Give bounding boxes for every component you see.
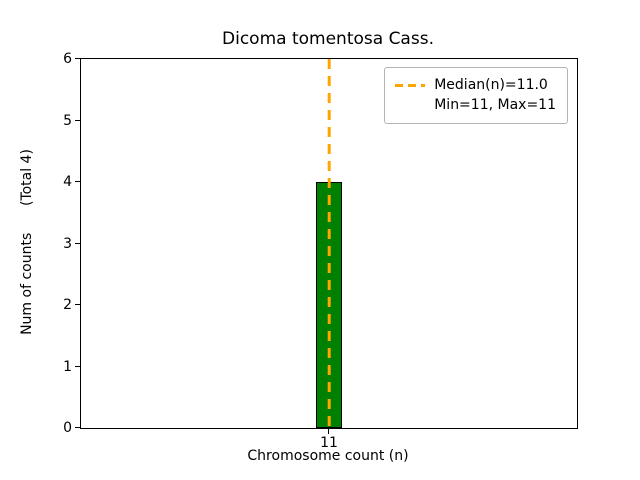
y-tick-label: 4 [63,174,72,190]
legend: Median(n)=11.0 Min=11, Max=11 [384,67,568,124]
y-tick-label: 6 [63,51,72,67]
x-axis-label: Chromosome count (n) [247,448,409,464]
y-tick-label: 0 [63,420,72,436]
legend-row-median: Median(n)=11.0 [395,75,556,95]
plot-area: 0 1 2 3 4 5 6 11 Median(n)=11.0 Min=11, Max=11 [63,51,578,451]
y-tick-mark [75,242,80,244]
y-tick-mark [75,304,80,306]
x-tick-mark [328,429,330,434]
legend-row-minmax: Min=11, Max=11 [395,95,556,115]
y-tick-label: 5 [63,112,72,129]
y-tick-label: 1 [63,358,72,375]
y-tick-mark [75,427,80,429]
x-tick-label: 11 [320,435,338,451]
y-tick-mark [75,119,80,121]
y-tick-mark [75,58,80,60]
median-line [327,59,331,428]
y-tick-label: 2 [63,297,72,313]
chart-title: Dicoma tomentosa Cass. [222,29,434,49]
y-tick-mark [75,365,80,367]
legend-label-minmax: Min=11, Max=11 [434,97,556,114]
y-tick-mark [75,181,80,183]
y-axis-label: Num of counts (Total 4) [19,149,35,335]
y-tick-label: 3 [63,235,72,252]
legend-label-median: Median(n)=11.0 [434,77,548,93]
dashed-line-icon [395,83,426,87]
